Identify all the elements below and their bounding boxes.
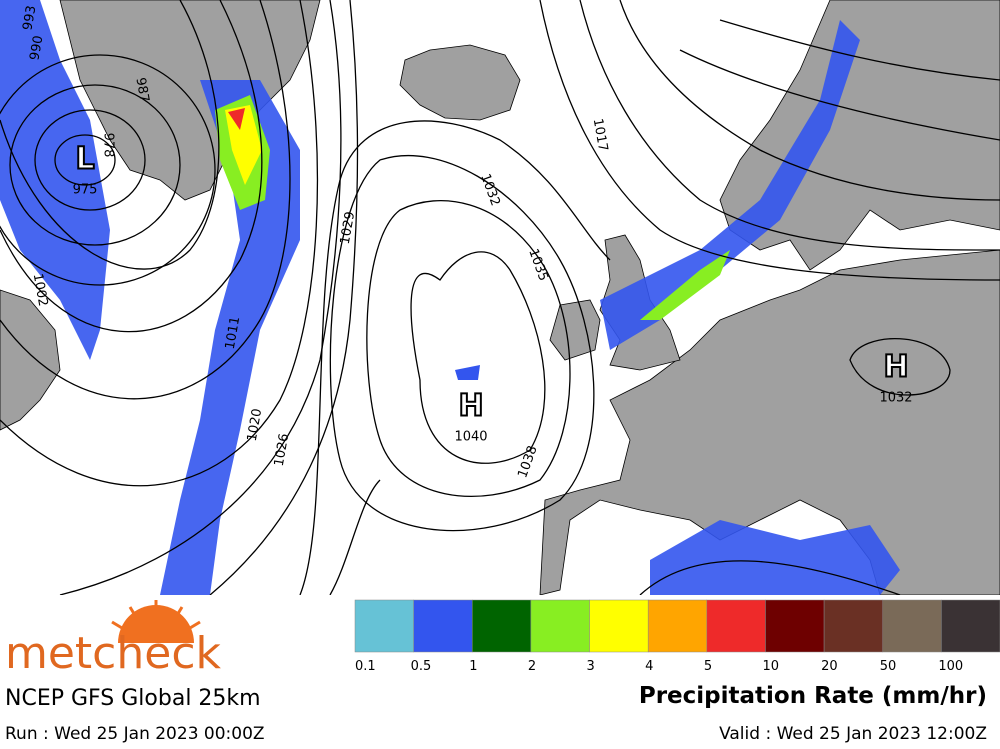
low-pressure: 975	[73, 183, 98, 198]
legend-swatch	[765, 599, 825, 653]
valid-time: Valid : Wed 25 Jan 2023 12:00Z	[719, 724, 987, 744]
iceland	[399, 44, 521, 121]
legend-label: 1	[469, 659, 477, 674]
legend-label: 100	[938, 659, 963, 674]
high-pressure: 1032	[879, 391, 912, 406]
legend-label: 20	[821, 659, 838, 674]
legend-swatch	[647, 599, 708, 653]
scandinavia	[719, 0, 1000, 271]
legend-swatch	[589, 599, 649, 653]
legend-label: 0.1	[355, 659, 376, 674]
isobar-label: 1020	[245, 407, 266, 442]
precip-area	[600, 20, 860, 350]
precip-area	[455, 365, 480, 380]
legend-label: 50	[880, 659, 897, 674]
isobar-label: 978	[101, 133, 116, 158]
run-time: Run : Wed 25 Jan 2023 00:00Z	[5, 724, 265, 744]
canada	[0, 289, 61, 431]
legend-swatch	[882, 599, 942, 653]
legend-label: 4	[645, 659, 653, 674]
precip-area	[0, 0, 110, 360]
isobars	[0, 0, 1000, 596]
isobar-label: 987	[132, 76, 151, 103]
legend-swatch	[354, 599, 414, 653]
isobar-label: 1002	[30, 272, 51, 307]
isobar-label: 1017	[590, 117, 611, 152]
legend-label: 2	[528, 659, 536, 674]
low-symbol: L	[75, 142, 94, 177]
precip-area	[160, 80, 300, 595]
isobar-label: 990	[27, 34, 46, 61]
legend-swatch	[706, 599, 766, 653]
legend-swatch	[823, 599, 883, 653]
isobar-label: 1029	[338, 210, 359, 245]
legend-swatch	[530, 599, 590, 653]
legend-swatch	[413, 599, 473, 653]
high-pressure: 1040	[454, 430, 487, 445]
legend-label: 5	[704, 659, 712, 674]
legend-swatch	[472, 599, 532, 653]
legend-label: 3	[587, 659, 595, 674]
model-name: NCEP GFS Global 25km	[5, 686, 261, 711]
legend-title: Precipitation Rate (mm/hr)	[639, 683, 987, 709]
logo: metcheck	[5, 628, 222, 679]
legend-label: 10	[762, 659, 779, 674]
legend-swatch	[941, 599, 1000, 653]
logo-sun	[111, 600, 201, 643]
europe	[539, 249, 1000, 596]
high-symbol: H	[458, 389, 483, 424]
legend: 0.1 0.5 1 2 3 4 5 10 20 50 100	[354, 599, 1000, 674]
precip-area	[640, 250, 730, 320]
greenland	[59, 0, 321, 201]
high-symbol: H	[883, 350, 908, 385]
legend-label: 0.5	[411, 659, 432, 674]
precip-area	[225, 105, 262, 185]
isobar-label: 1011	[223, 315, 244, 350]
isobar-label: 1026	[272, 432, 293, 467]
isobar-label: 993	[20, 4, 39, 31]
precip-area	[228, 108, 245, 130]
